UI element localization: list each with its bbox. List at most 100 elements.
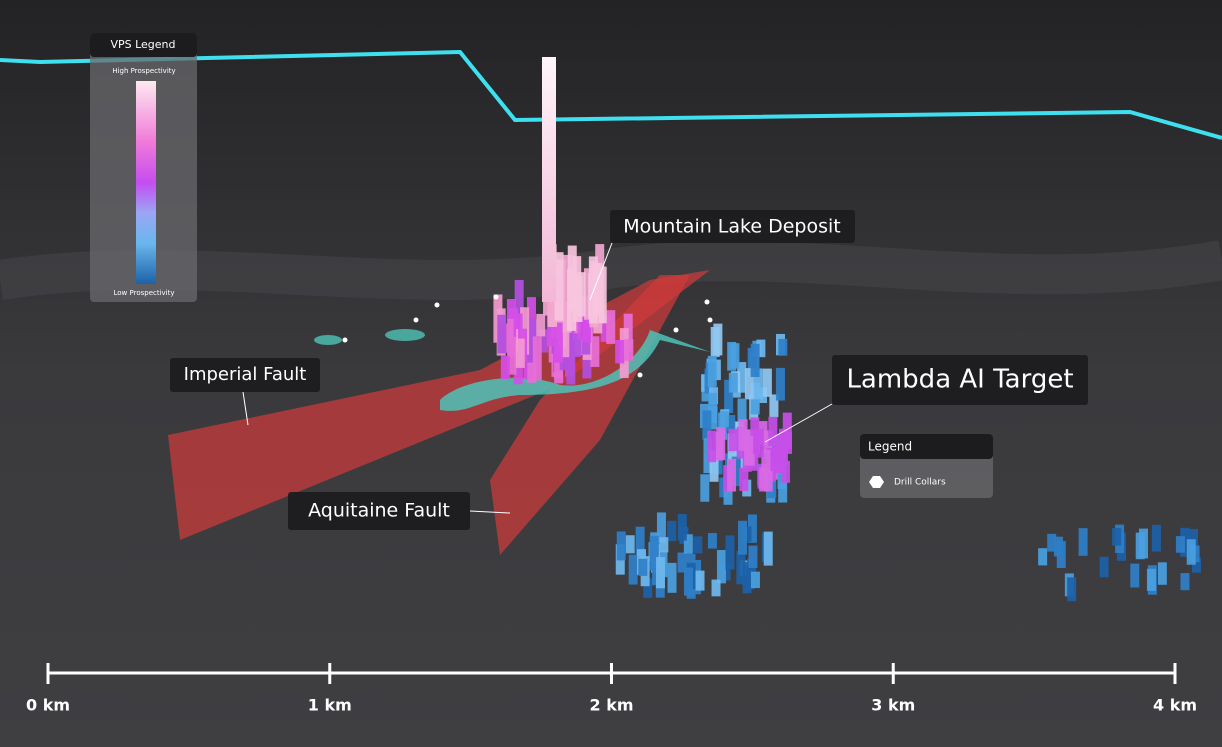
annotation-label: Aquitaine Fault <box>308 500 450 522</box>
block <box>527 318 537 374</box>
label-box <box>610 210 855 243</box>
drill-collar <box>704 299 710 305</box>
block <box>728 428 738 452</box>
block <box>756 339 766 358</box>
block <box>683 567 693 596</box>
block <box>707 533 717 549</box>
block <box>554 252 564 321</box>
block <box>716 427 726 460</box>
annotation-label: Lambda AI Target <box>846 365 1073 395</box>
block <box>1151 524 1161 552</box>
annotation: Aquitaine Fault <box>288 492 511 530</box>
block <box>775 367 785 401</box>
block <box>582 349 592 379</box>
block <box>649 535 659 571</box>
drill-collar <box>493 294 499 300</box>
leader-line <box>242 391 249 426</box>
block <box>536 313 546 337</box>
block <box>1130 563 1140 588</box>
label-box <box>288 492 470 530</box>
scale-label: 0 km <box>26 696 70 715</box>
block <box>1099 556 1109 578</box>
block <box>638 558 648 576</box>
annotation-label: Mountain Lake Deposit <box>623 216 840 238</box>
teal-surface <box>440 330 710 411</box>
block <box>606 310 616 344</box>
drill-collar <box>637 372 643 378</box>
annotation: Imperial Fault <box>170 358 320 426</box>
block <box>727 341 737 371</box>
block <box>553 306 563 363</box>
map-legend: Legend Drill Collars <box>860 434 993 498</box>
block <box>728 372 738 393</box>
vps-legend-high: High Prospectivity <box>112 67 175 75</box>
block <box>781 460 791 483</box>
block <box>667 520 677 542</box>
block <box>600 315 610 342</box>
vps-legend-title: VPS Legend <box>110 38 175 51</box>
annotation-label: Imperial Fault <box>184 364 307 385</box>
block <box>1138 528 1148 559</box>
block <box>1053 536 1063 557</box>
teal-surface <box>385 329 425 341</box>
block <box>700 474 710 502</box>
block <box>643 578 653 598</box>
block <box>768 416 778 447</box>
block <box>497 314 507 354</box>
block <box>1191 557 1201 573</box>
block <box>727 458 737 492</box>
block <box>546 310 556 347</box>
block <box>769 394 779 418</box>
block <box>761 449 771 472</box>
block <box>615 340 625 364</box>
block <box>738 520 748 555</box>
block <box>1047 533 1057 552</box>
block <box>659 537 669 553</box>
block <box>693 536 703 554</box>
block <box>762 368 772 397</box>
block <box>1078 528 1088 556</box>
block <box>737 398 747 422</box>
label-box <box>170 358 320 392</box>
block <box>1112 528 1122 546</box>
legend-item: Drill Collars <box>894 478 946 488</box>
scale-label: 4 km <box>1153 696 1197 715</box>
scale-bar: 0 km 1 km 2 km 3 km 4 km <box>26 663 1197 715</box>
block <box>619 328 629 379</box>
leader-line <box>764 403 833 443</box>
scale-label: 2 km <box>589 696 633 715</box>
block <box>683 534 693 554</box>
block <box>616 531 626 561</box>
block <box>724 379 734 413</box>
leader-line <box>469 510 511 514</box>
block <box>695 570 705 591</box>
annotation: Lambda AI Target <box>764 355 1088 443</box>
block <box>753 368 763 400</box>
block <box>635 526 645 556</box>
annotation: Mountain Lake Deposit <box>589 210 855 301</box>
block <box>731 456 741 487</box>
block <box>711 579 721 597</box>
teal-surface <box>314 335 342 345</box>
block <box>737 362 747 393</box>
block <box>778 482 788 503</box>
block <box>532 336 542 381</box>
block <box>576 272 586 317</box>
block <box>1038 548 1048 566</box>
block <box>1186 539 1196 565</box>
block <box>719 411 729 428</box>
block <box>527 362 537 383</box>
block <box>750 343 760 377</box>
leader-line <box>589 242 613 301</box>
scale-label: 1 km <box>308 696 352 715</box>
drill-collar <box>413 317 419 323</box>
block <box>759 467 769 492</box>
vps-color-ramp <box>136 81 156 284</box>
block <box>763 470 773 492</box>
block <box>702 410 712 440</box>
block <box>778 338 788 356</box>
block <box>625 535 635 554</box>
block <box>725 535 735 570</box>
drill-collar <box>673 327 679 333</box>
